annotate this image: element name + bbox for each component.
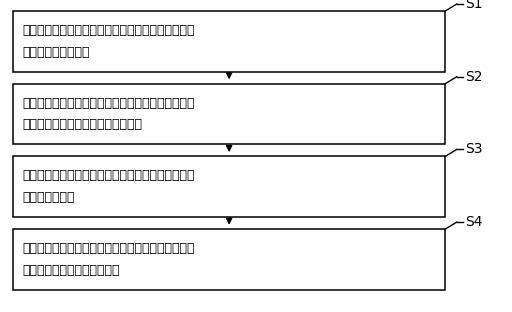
Text: 将所述数据信息代入所述模型，模拟出电位和电流密: 将所述数据信息代入所述模型，模拟出电位和电流密 [22,169,195,182]
Text: 通过对所述电位云图的结果进行分析，得到定向钒穿: 通过对所述电位云图的结果进行分析，得到定向钒穿 [22,242,195,255]
Text: S1: S1 [465,0,483,11]
Text: 分布走向和土壤电阔率的数据信息；: 分布走向和土壤电阔率的数据信息； [22,119,142,131]
Bar [13,229,445,290]
Bar [13,84,445,144]
Text: 采用边界元法建立地铁杂散电流干扰数值模型和阴极: 采用边界元法建立地铁杂散电流干扰数值模型和阴极 [22,24,195,37]
Text: 越管道阴极保护的检测结果。: 越管道阴极保护的检测结果。 [22,264,119,277]
Text: 保护系统数值模型；: 保护系统数值模型； [22,46,90,59]
Bar [13,156,445,217]
Text: S3: S3 [465,143,483,156]
Text: 度的电位云图；: 度的电位云图； [22,191,75,204]
Text: 获取定向钒穿越管线中犊牌阳极的埋深、管道直径、: 获取定向钒穿越管线中犊牌阳极的埋深、管道直径、 [22,97,195,110]
Text: S2: S2 [465,70,483,84]
Bar [13,11,445,72]
Text: S4: S4 [465,215,483,229]
